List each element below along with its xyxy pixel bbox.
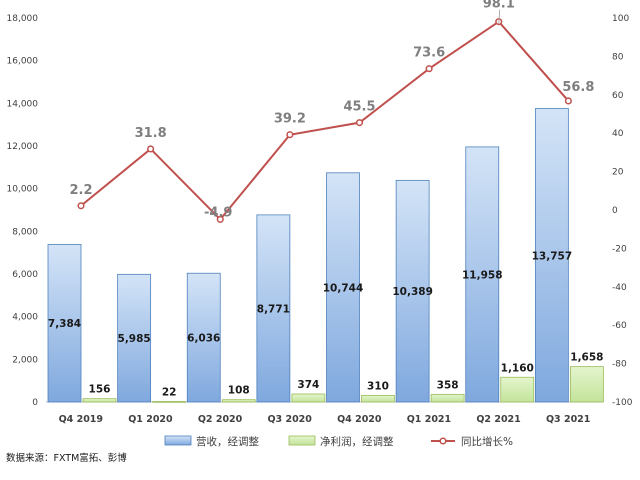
x-tick-label: Q4 2019 xyxy=(59,414,103,425)
growth-line xyxy=(77,18,572,223)
data-labels: 7,384 156 5,985 22 6,036 108 8,771 374 10,744 310… xyxy=(48,0,604,399)
x-tick-label: Q3 2020 xyxy=(267,414,312,425)
revenue-bar xyxy=(534,108,569,403)
net-profit-bar xyxy=(430,393,465,403)
growth-point xyxy=(286,131,294,139)
revenue-data-label: 10,389 xyxy=(392,286,433,298)
net-profit-data-label: 108 xyxy=(228,385,250,397)
y-left-tick-label: 0 xyxy=(32,398,38,408)
bars xyxy=(47,108,604,403)
legend: 营收，经调整 净利润，经调整 同比增长% xyxy=(164,435,513,448)
legend-growth-label: 同比增长% xyxy=(461,435,513,448)
y-right-tick-label: -40 xyxy=(612,283,627,293)
y-right-tick-label: 80 xyxy=(612,52,624,62)
net-profit-bar xyxy=(221,399,256,403)
growth-point xyxy=(147,145,155,153)
x-tick-label: Q1 2020 xyxy=(128,414,173,425)
growth-point xyxy=(216,215,224,223)
revenue-data-label: 11,958 xyxy=(462,269,503,281)
growth-point xyxy=(355,119,364,127)
x-tick-label: Q3 2021 xyxy=(546,414,590,425)
growth-line-path xyxy=(80,20,570,221)
revenue-data-label: 10,744 xyxy=(323,282,364,294)
legend-net-profit-label: 净利润，经调整 xyxy=(320,435,394,448)
y-right-tick-label: -100 xyxy=(612,398,633,408)
net-profit-data-label: 358 xyxy=(437,379,459,391)
growth-data-label: 98.1 xyxy=(483,0,515,12)
net-profit-bar xyxy=(82,398,117,403)
growth-point xyxy=(425,65,433,73)
revenue-data-label: 5,985 xyxy=(118,333,151,345)
revenue-data-label: 8,771 xyxy=(257,303,290,315)
growth-data-label: 45.5 xyxy=(343,100,375,115)
revenue-bar xyxy=(256,214,291,403)
revenue-bar xyxy=(326,172,360,403)
axes: 0 2,000 4,000 6,000 8,000 10,000 12,000 14,000 1… xyxy=(7,14,633,425)
y-left-tick-label: 16,000 xyxy=(7,57,39,67)
x-tick-label: Q4 2020 xyxy=(337,414,382,425)
net-profit-bar xyxy=(152,401,187,403)
y-right-tick-label: -20 xyxy=(612,244,627,254)
y-right-tick-label: -80 xyxy=(612,360,627,370)
revenue-bar xyxy=(47,244,82,403)
net-profit-bar xyxy=(569,366,604,403)
net-profit-data-label: 1,658 xyxy=(570,352,603,364)
x-tick-label: Q2 2020 xyxy=(198,414,243,425)
net-profit-bar xyxy=(361,394,395,403)
y-right-tick-label: 0 xyxy=(612,206,618,216)
revenue-bar xyxy=(465,146,500,403)
y-right-tick-label: 60 xyxy=(612,91,624,101)
revenue-bar xyxy=(117,273,152,403)
y-right-tick-label: 100 xyxy=(612,14,629,24)
y-left-tick-label: 18,000 xyxy=(7,14,39,24)
growth-point xyxy=(564,97,572,105)
growth-data-label: -4.9 xyxy=(204,205,232,220)
leader-line xyxy=(498,9,501,24)
net-profit-data-label: 310 xyxy=(367,380,389,392)
revenue-bar xyxy=(395,179,430,403)
legend-growth-marker xyxy=(439,437,447,445)
y-left-tick-label: 10,000 xyxy=(7,185,39,195)
revenue-data-label: 13,757 xyxy=(532,250,573,262)
revenue-data-label: 6,036 xyxy=(187,333,220,345)
net-profit-data-label: 156 xyxy=(89,384,111,396)
growth-data-label: 56.8 xyxy=(562,80,594,95)
source-note: 数据来源：FXTM富拓、彭博 xyxy=(6,452,127,464)
net-profit-data-label: 1,160 xyxy=(501,362,534,374)
y-right-tick-label: -60 xyxy=(612,321,627,331)
net-profit-bar xyxy=(500,376,535,403)
legend-revenue-label: 营收，经调整 xyxy=(196,435,259,448)
revenue-data-label: 7,384 xyxy=(48,318,81,330)
growth-data-label: 2.2 xyxy=(69,183,92,198)
x-tick-label: Q2 2021 xyxy=(476,414,520,425)
growth-point xyxy=(77,202,85,210)
net-profit-data-label: 22 xyxy=(162,387,177,399)
x-tick-label: Q1 2021 xyxy=(407,414,451,425)
y-right-tick-label: 40 xyxy=(612,129,624,139)
growth-data-label: 73.6 xyxy=(413,46,445,61)
y-left-tick-label: 4,000 xyxy=(12,313,38,323)
y-right-tick-label: 20 xyxy=(612,168,624,178)
growth-data-label: 39.2 xyxy=(274,112,306,127)
y-left-tick-label: 14,000 xyxy=(7,99,39,109)
y-left-tick-label: 6,000 xyxy=(12,270,38,280)
net-profit-data-label: 374 xyxy=(297,379,319,391)
y-left-tick-label: 8,000 xyxy=(12,227,38,237)
growth-data-label: 31.8 xyxy=(135,126,167,141)
net-profit-bar xyxy=(291,393,326,403)
y-left-tick-label: 12,000 xyxy=(7,142,39,152)
legend-net-profit-swatch xyxy=(288,435,316,446)
legend-revenue-swatch xyxy=(164,435,192,446)
revenue-bar xyxy=(186,272,221,403)
y-left-tick-label: 2,000 xyxy=(12,355,38,365)
